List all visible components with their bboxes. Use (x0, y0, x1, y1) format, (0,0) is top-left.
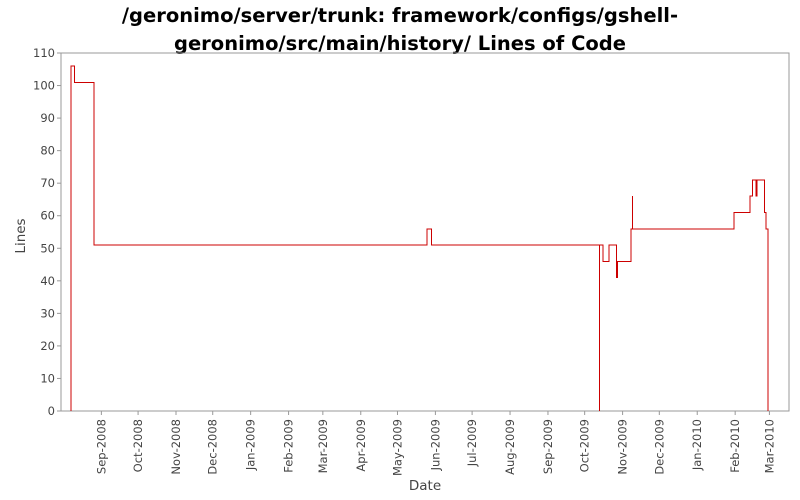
x-tick-label: Dec-2009 (652, 419, 666, 475)
x-tick-label: Apr-2009 (354, 419, 368, 472)
x-tick-label: Oct-2009 (578, 419, 592, 472)
x-tick-label: Feb-2010 (728, 419, 742, 473)
lines-of-code-series (70, 65, 769, 411)
x-tick-label: Aug-2009 (503, 419, 517, 475)
y-tick-label: 30 (40, 306, 55, 320)
x-tick-label: Feb-2009 (282, 419, 296, 473)
chart-title: /geronimo/server/trunk: framework/config… (0, 2, 800, 58)
y-tick-label: 0 (48, 404, 55, 418)
y-tick-label: 10 (40, 371, 55, 385)
x-tick-label: Nov-2008 (169, 419, 183, 475)
x-axis-ticks: Sep-2008 Oct-2008 Nov-2008 Dec-2008 Jan-2009… (94, 411, 776, 476)
y-tick-label: 60 (40, 209, 55, 223)
y-axis-label: Lines (13, 218, 29, 253)
y-tick-label: 100 (33, 79, 55, 93)
x-tick-label: Jun-2009 (428, 419, 442, 471)
plot-area (60, 52, 790, 412)
x-tick-label: Dec-2008 (206, 419, 220, 475)
x-tick-label: Sep-2009 (541, 419, 555, 474)
x-tick-label: May-2009 (390, 419, 404, 476)
y-axis-ticks: 0 10 20 30 40 50 60 70 80 90 100 110 (33, 46, 61, 418)
y-tick-label: 110 (33, 46, 55, 60)
plot-frame (60, 52, 790, 412)
y-tick-label: 50 (40, 241, 55, 255)
x-tick-label: Mar-2010 (762, 419, 776, 473)
y-tick-label: 40 (40, 274, 55, 288)
x-tick-label: Jul-2009 (465, 419, 479, 467)
x-tick-label: Sep-2008 (94, 419, 108, 474)
y-tick-label: 90 (40, 111, 55, 125)
y-tick-label: 80 (40, 144, 55, 158)
x-tick-label: Nov-2009 (616, 419, 630, 475)
chart-title-line-1: /geronimo/server/trunk: framework/config… (121, 4, 679, 27)
x-axis-label: Date (409, 478, 441, 494)
x-tick-label: Mar-2009 (316, 419, 330, 473)
y-tick-label: 70 (40, 176, 55, 190)
x-tick-label: Oct-2008 (131, 419, 145, 472)
chart-title-line-2: geronimo/src/main/history/ Lines of Code (174, 32, 626, 55)
x-tick-label: Jan-2009 (244, 419, 258, 471)
y-tick-label: 20 (40, 339, 55, 353)
x-tick-label: Jan-2010 (690, 419, 704, 471)
